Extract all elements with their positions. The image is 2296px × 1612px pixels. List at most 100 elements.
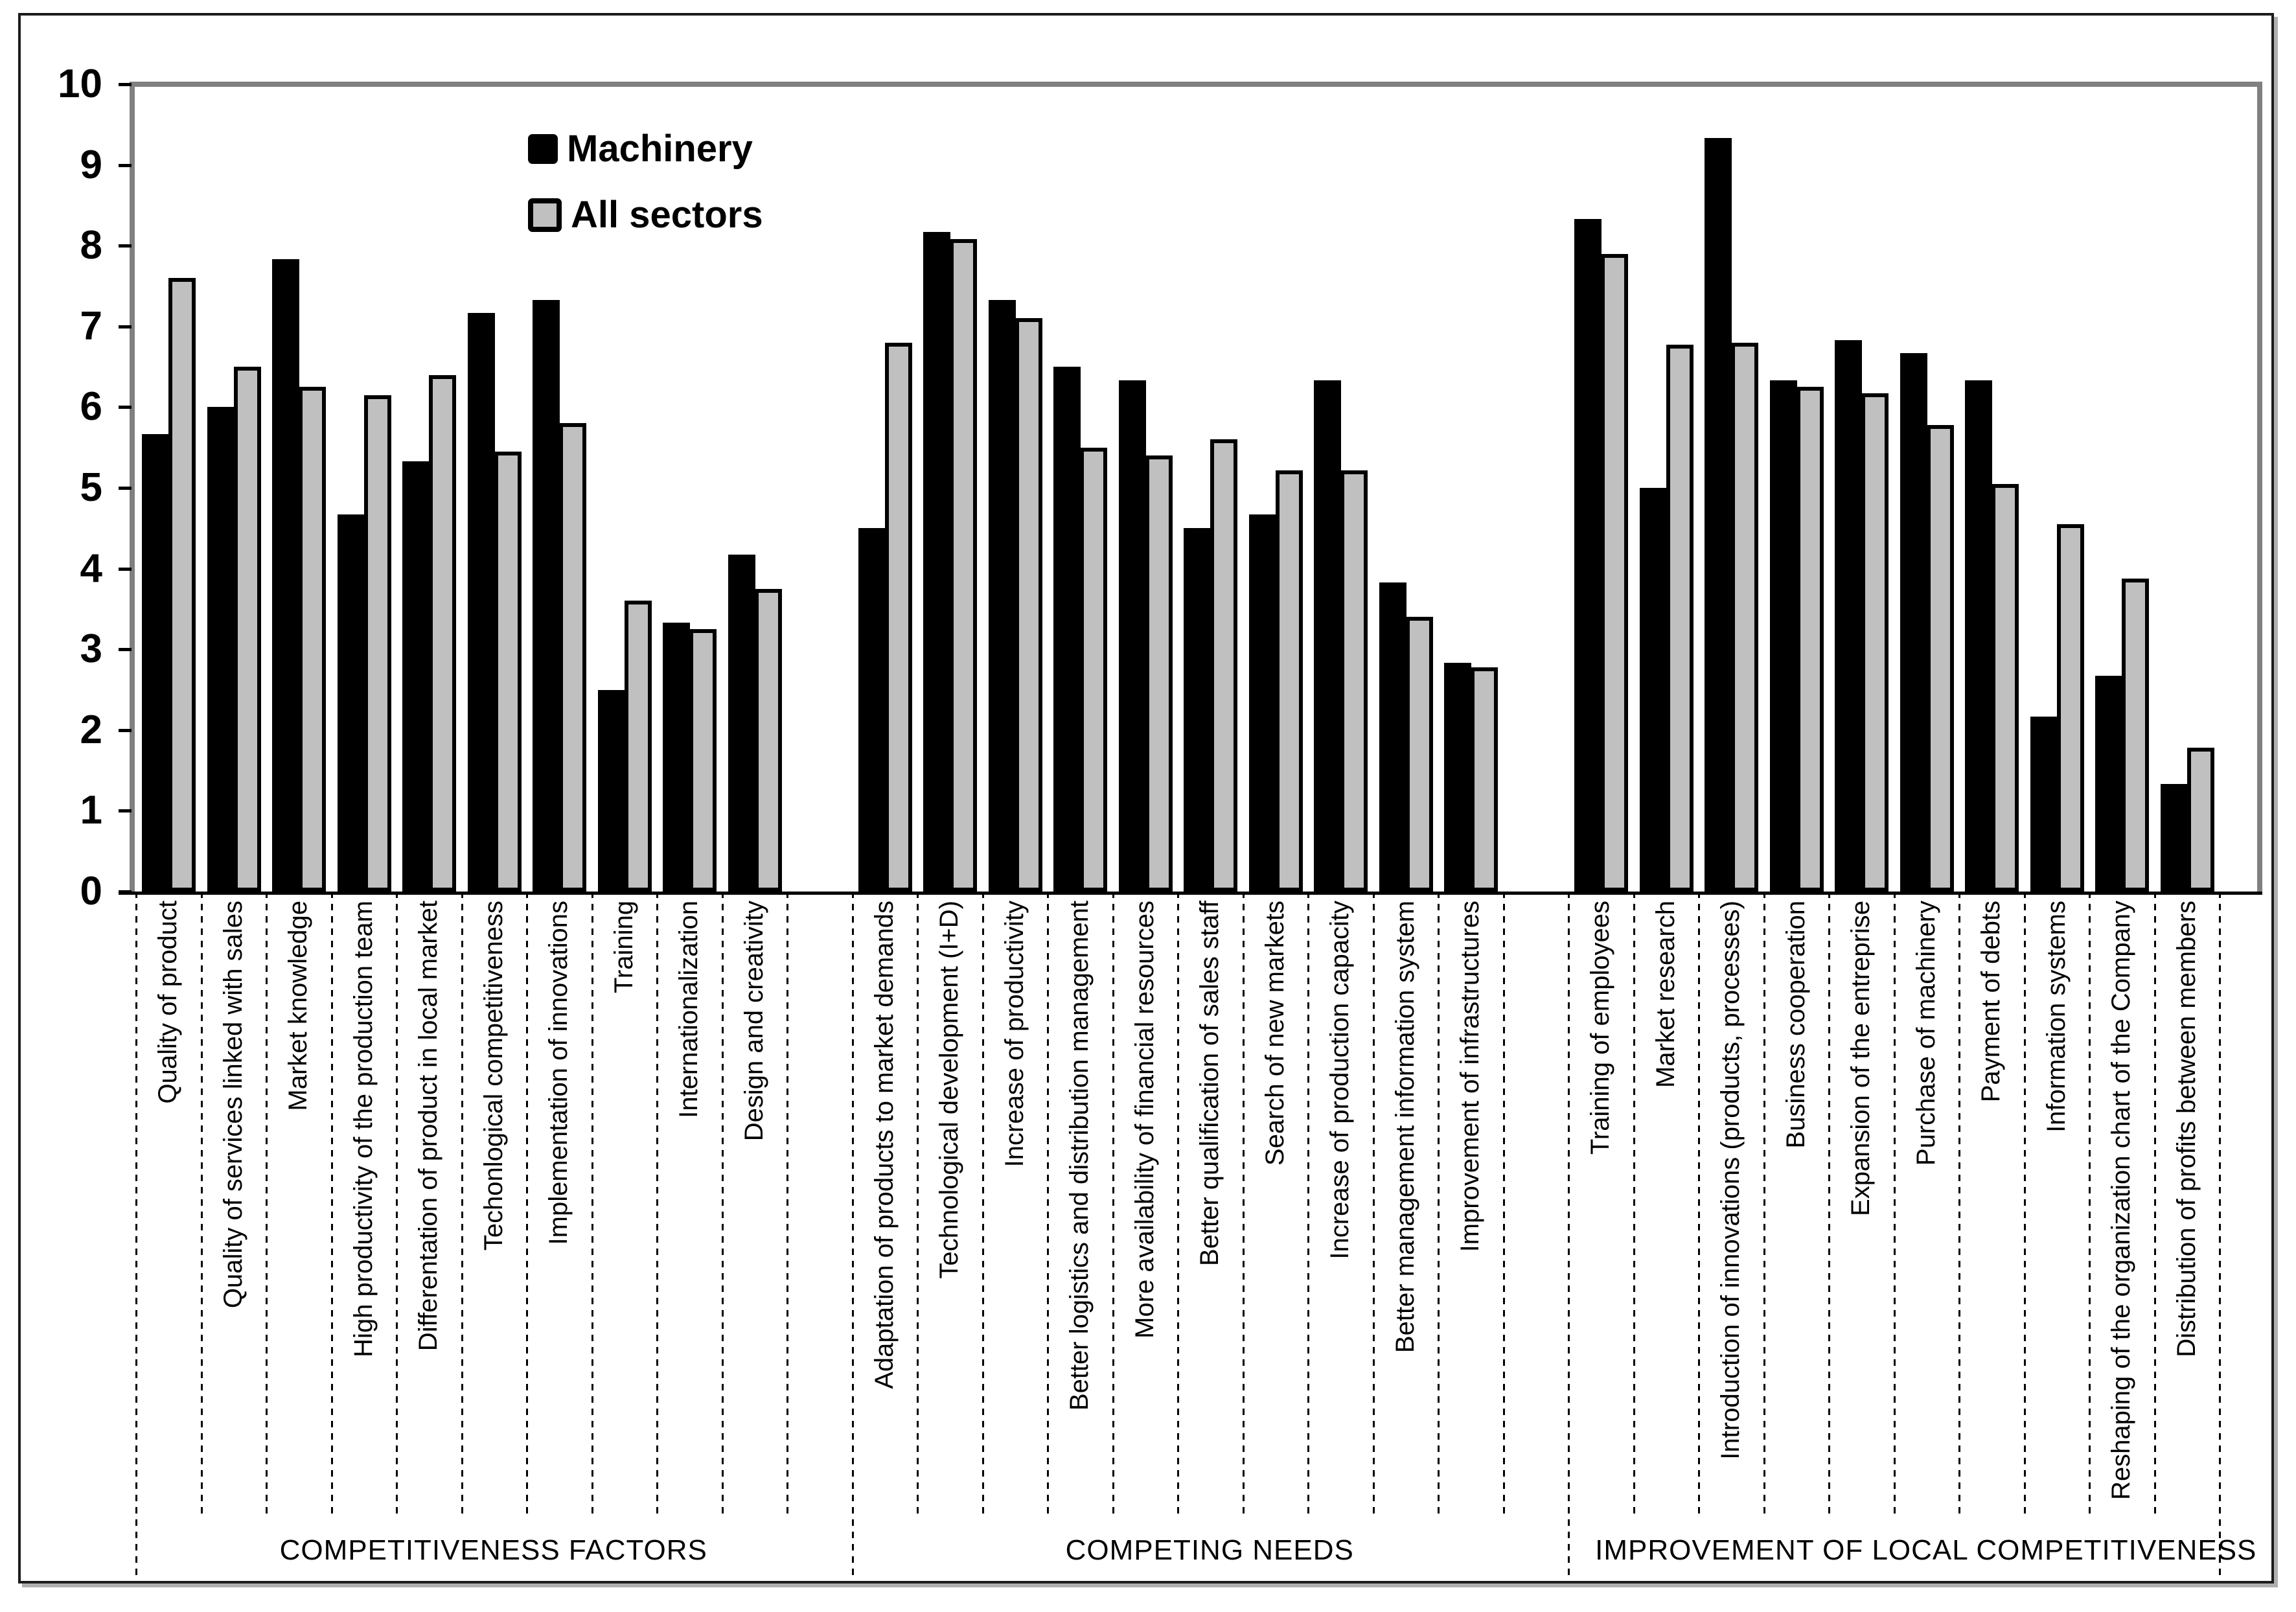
y-axis-tick (119, 728, 132, 732)
category-label-cell: Search of new markets (1243, 901, 1308, 1523)
category-label: Increase of production capacity (1326, 901, 1355, 1260)
y-axis-tick-label: 6 (80, 384, 102, 430)
group-separator (1568, 892, 1570, 1576)
category-label: Better qualification of sales staff (1195, 901, 1224, 1267)
bar-all-sectors (1992, 483, 2019, 892)
bar-machinery (597, 689, 625, 892)
category-label: Training (609, 901, 638, 994)
legend-row: All sectors (528, 196, 763, 235)
legend-row: Machinery (528, 130, 763, 168)
category-separator (200, 892, 203, 1519)
group-separator (2219, 892, 2221, 1576)
bar-all-sectors (884, 342, 912, 892)
category-separator (982, 892, 984, 1519)
bar-all-sectors (1796, 387, 1824, 892)
category-separator (1438, 892, 1440, 1519)
category-label-cell: Market research (1633, 901, 1699, 1523)
category-label: Better logistics and distribution manage… (1065, 901, 1094, 1411)
category-label: Distribution of profits between members (2172, 901, 2201, 1357)
category-label-cell: Techonlogical competitiveness (461, 901, 527, 1523)
category-label-cell: Better logistics and distribution manage… (1047, 901, 1112, 1523)
category-label: Market research (1651, 901, 1680, 1088)
bar-machinery (728, 555, 755, 892)
bar-all-sectors (1145, 455, 1173, 892)
y-axis-tick-label: 1 (80, 788, 102, 833)
category-separator (1372, 892, 1375, 1519)
category-label: More availability of financial resources (1130, 901, 1159, 1339)
category-separator (461, 892, 463, 1519)
bar-all-sectors (1861, 393, 1888, 892)
y-axis-tick-label: 7 (80, 303, 102, 349)
bar-all-sectors (1080, 447, 1107, 892)
bar-all-sectors (1471, 667, 1498, 892)
legend-swatch-machinery (528, 134, 558, 164)
category-separator (786, 892, 788, 1519)
category-separator (1112, 892, 1114, 1519)
bar-all-sectors (689, 629, 717, 892)
category-separator (1242, 892, 1245, 1519)
category-label: Training of employees (1586, 901, 1615, 1155)
category-label-cell: Adaptation of products to market demands (852, 901, 917, 1523)
bar-machinery (1965, 380, 1992, 892)
bar-all-sectors (1015, 318, 1042, 892)
category-label: Quality of services linked with sales (218, 901, 247, 1309)
category-label-cell: Improvement of infrastructures (1438, 901, 1503, 1523)
category-label-cell: Differentation of product in local marke… (396, 901, 461, 1523)
group-label: COMPETING NEEDS (1065, 1534, 1354, 1566)
category-label-cell: Implementation of innovations (526, 901, 591, 1523)
category-label-cell: Market knowledge (266, 901, 331, 1523)
legend-label: All sectors (571, 194, 763, 236)
category-separator (1047, 892, 1049, 1519)
category-separator (396, 892, 398, 1519)
category-label: Search of new markets (1260, 901, 1289, 1166)
y-axis-tick-label: 4 (80, 546, 102, 591)
bar-machinery (533, 299, 560, 892)
category-label-cell: Business cooperation (1763, 901, 1829, 1523)
bar-machinery (402, 461, 430, 892)
bar-machinery (207, 407, 235, 892)
bar-machinery (1639, 488, 1667, 892)
y-axis-tick (119, 809, 132, 813)
category-label: Adaptation of products to market demands (869, 901, 899, 1389)
bar-machinery (1705, 138, 1732, 892)
category-separator (1828, 892, 1830, 1519)
bar-all-sectors (2122, 578, 2149, 892)
category-label-cell: Technological development (I+D) (917, 901, 982, 1523)
category-label: Design and creativity (739, 901, 768, 1142)
bar-machinery (2030, 716, 2058, 892)
bar-all-sectors (2056, 524, 2084, 892)
y-axis-tick (119, 244, 132, 248)
category-label-cell: Design and creativity (722, 901, 787, 1523)
category-label-cell: Expansion of the entreprise (1828, 901, 1894, 1523)
bar-all-sectors (1340, 470, 1368, 892)
category-separator (1502, 892, 1505, 1519)
bar-all-sectors (1926, 424, 1954, 892)
bar-machinery (1053, 367, 1081, 892)
x-axis-line (119, 892, 2262, 895)
y-axis-tick (119, 163, 132, 167)
bar-all-sectors (624, 601, 652, 892)
bar-all-sectors (1666, 345, 1693, 892)
group-label: IMPROVEMENT OF LOCAL COMPETITIVENESS (1595, 1534, 2257, 1566)
bar-machinery (1248, 514, 1276, 892)
bar-machinery (1444, 663, 1471, 892)
category-label: Better management information system (1390, 901, 1419, 1353)
bar-all-sectors (429, 374, 456, 892)
bar-all-sectors (1405, 617, 1433, 892)
category-label: Business cooperation (1781, 901, 1810, 1149)
category-separator (1763, 892, 1765, 1519)
bar-machinery (1900, 352, 1927, 892)
category-label-cell: Increase of productivity (982, 901, 1048, 1523)
category-label-cell: Internationalization (656, 901, 722, 1523)
category-separator (1958, 892, 1960, 1519)
category-label-cell: Payment of debts (1958, 901, 2024, 1523)
bar-machinery (1314, 380, 1341, 892)
category-label: Implementation of innovations (544, 901, 573, 1245)
group-label: COMPETITIVENESS FACTORS (279, 1534, 707, 1566)
category-label: High productivity of the production team (349, 901, 378, 1357)
y-axis-tick (119, 325, 132, 328)
category-separator (1893, 892, 1896, 1519)
bar-machinery (923, 232, 950, 892)
category-separator (330, 892, 333, 1519)
legend: Machinery All sectors (528, 130, 763, 235)
